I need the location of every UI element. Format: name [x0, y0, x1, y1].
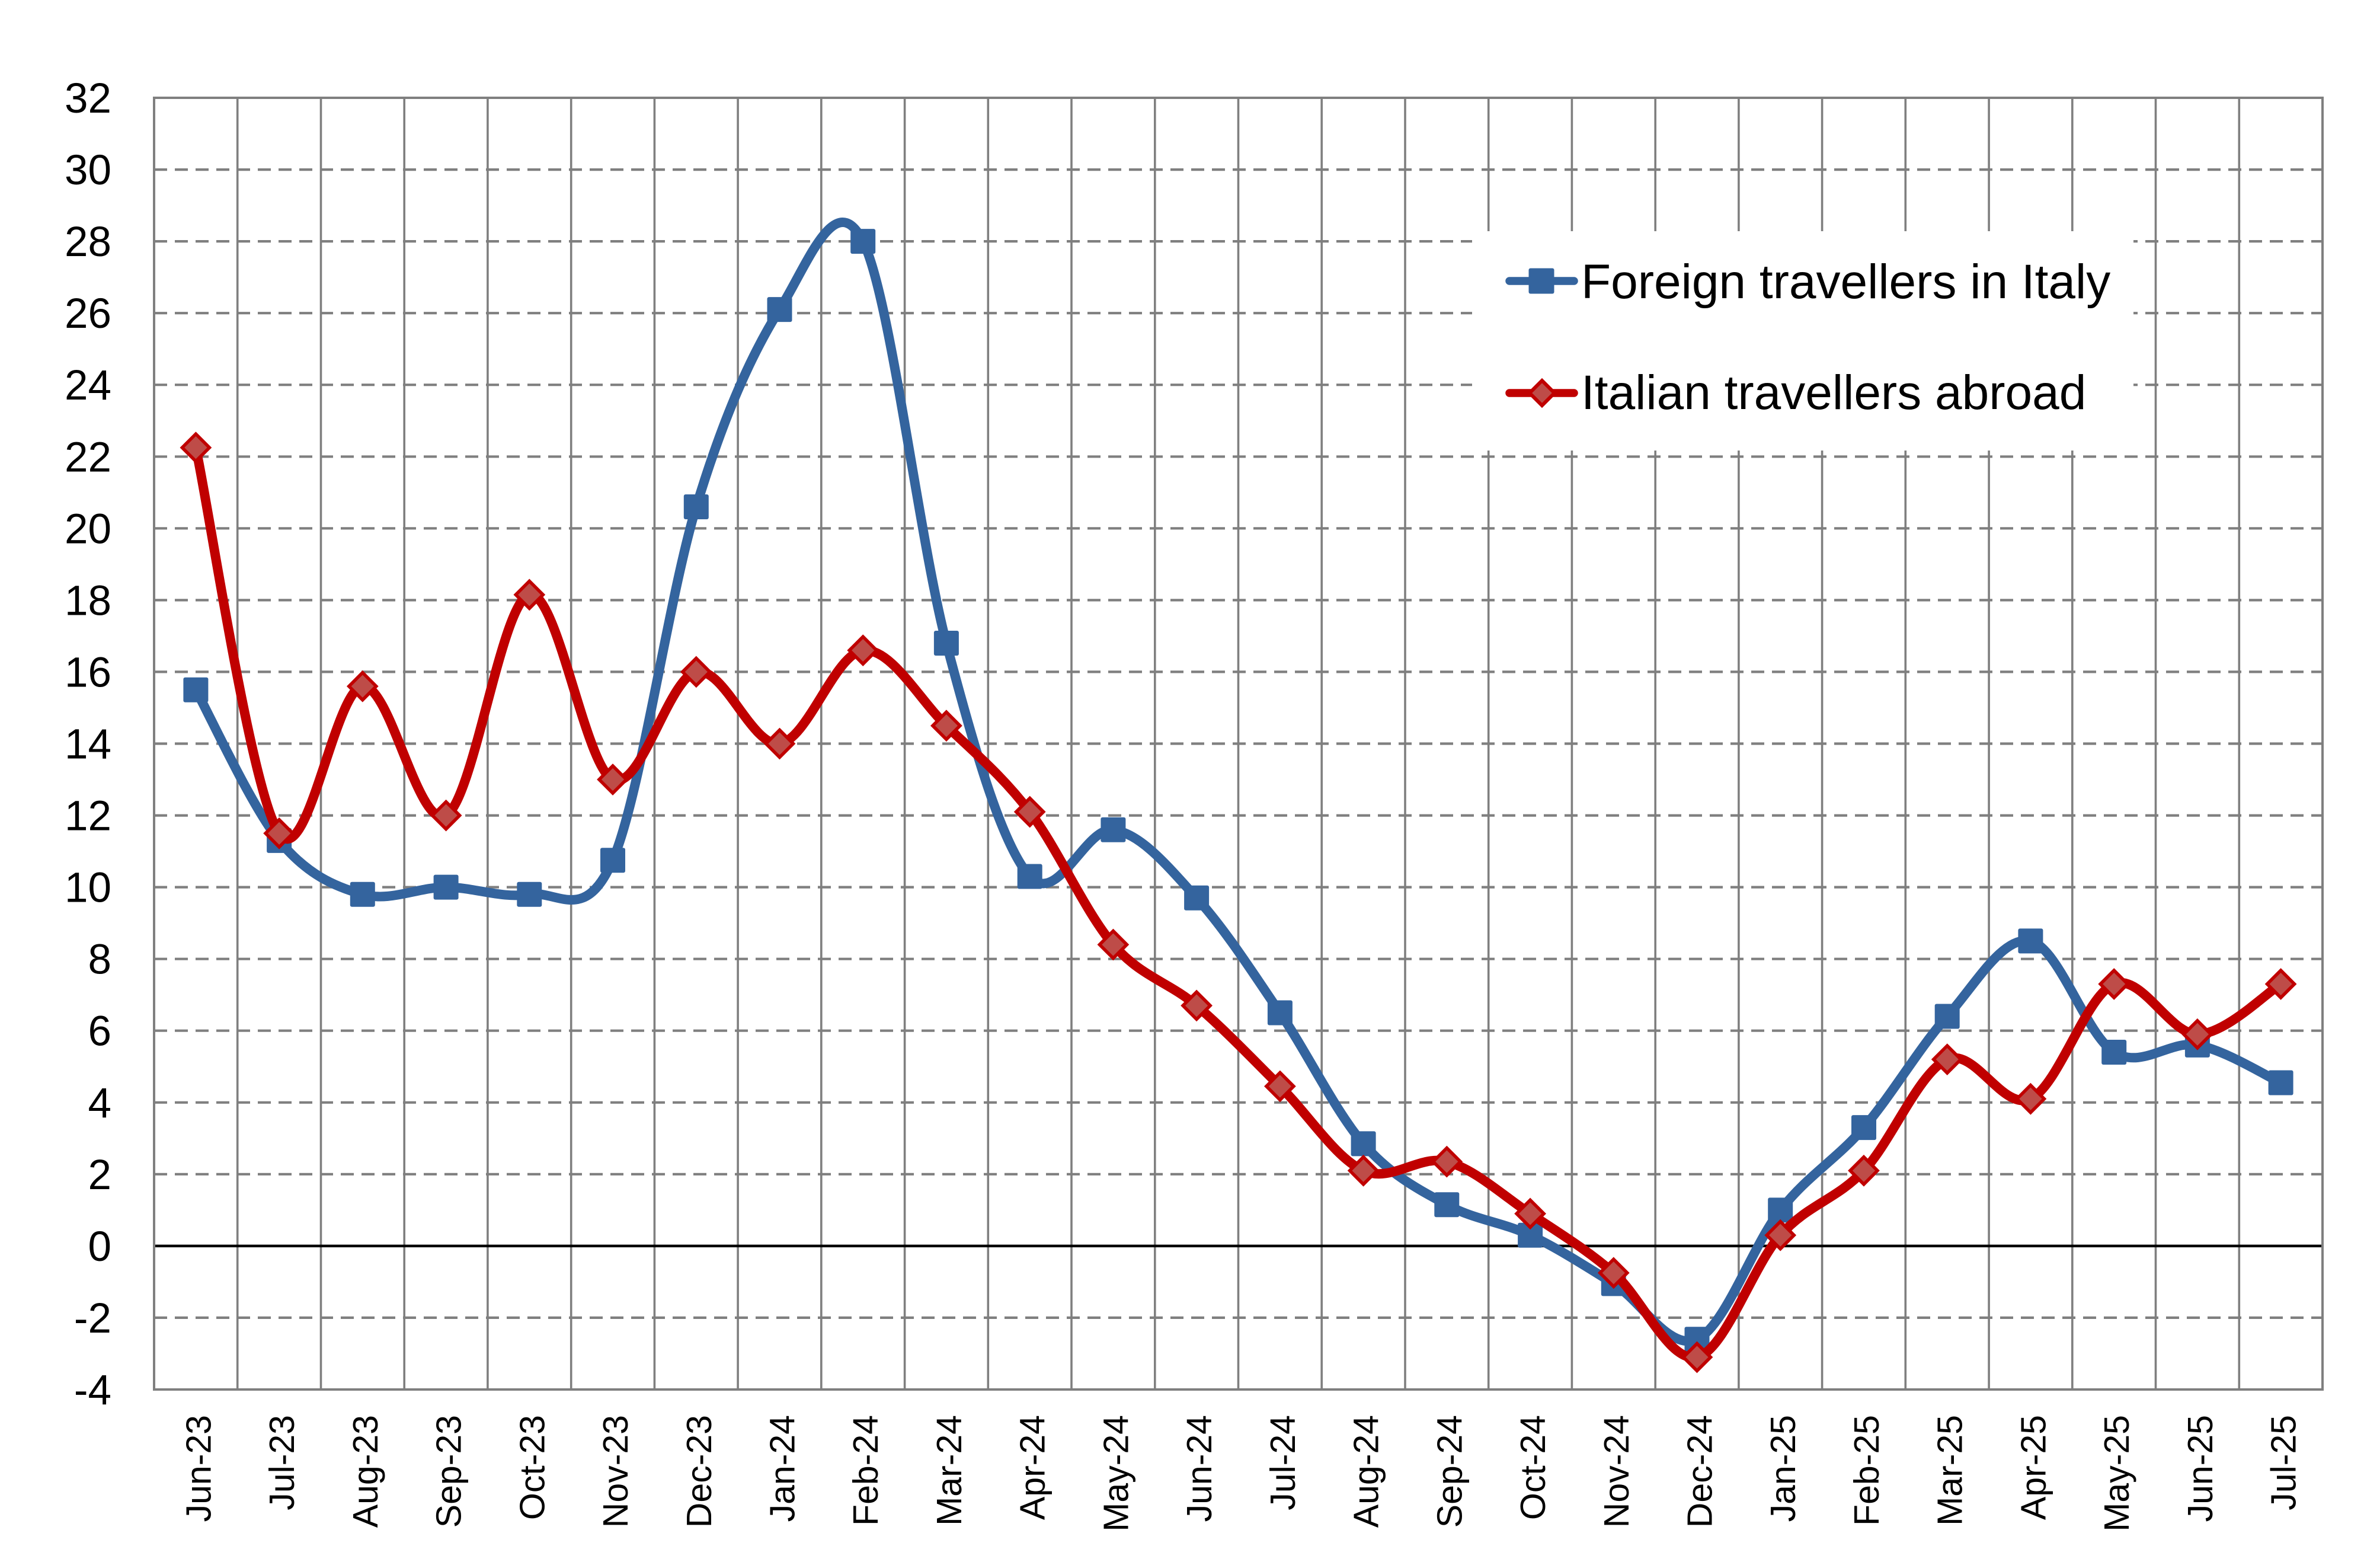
svg-text:Feb-25: Feb-25: [1847, 1415, 1886, 1526]
svg-text:26: 26: [65, 290, 111, 337]
svg-text:12: 12: [65, 793, 111, 840]
svg-text:14: 14: [65, 721, 111, 768]
svg-text:Oct-23: Oct-23: [513, 1415, 552, 1520]
svg-text:Jan-25: Jan-25: [1764, 1415, 1803, 1522]
svg-text:Jun-23: Jun-23: [179, 1415, 218, 1522]
svg-text:2: 2: [88, 1152, 112, 1199]
svg-text:Foreign travellers in Italy: Foreign travellers in Italy: [1581, 255, 2110, 309]
svg-text:Jul-23: Jul-23: [263, 1415, 302, 1510]
svg-text:16: 16: [65, 649, 111, 696]
svg-text:28: 28: [65, 219, 111, 266]
svg-text:18: 18: [65, 577, 111, 624]
svg-text:Nov-24: Nov-24: [1597, 1415, 1636, 1528]
svg-text:-4: -4: [74, 1367, 111, 1414]
svg-text:Aug-23: Aug-23: [346, 1415, 385, 1528]
svg-text:Sep-24: Sep-24: [1430, 1415, 1469, 1528]
svg-text:May-24: May-24: [1096, 1415, 1135, 1532]
svg-text:Apr-24: Apr-24: [1013, 1415, 1053, 1520]
svg-text:Jan-24: Jan-24: [763, 1415, 802, 1522]
svg-text:10: 10: [65, 865, 111, 912]
svg-text:Dec-24: Dec-24: [1681, 1415, 1720, 1528]
svg-text:Mar-25: Mar-25: [1931, 1415, 1970, 1526]
svg-text:May-25: May-25: [2097, 1415, 2136, 1532]
svg-text:Dec-23: Dec-23: [680, 1415, 719, 1528]
svg-text:Oct-24: Oct-24: [1514, 1415, 1553, 1520]
svg-text:Jul-25: Jul-25: [2264, 1415, 2304, 1510]
svg-text:22: 22: [65, 434, 111, 481]
svg-text:8: 8: [88, 937, 112, 983]
svg-text:-2: -2: [74, 1295, 111, 1342]
svg-text:6: 6: [88, 1008, 112, 1055]
svg-text:4: 4: [88, 1080, 112, 1127]
svg-text:Jul-24: Jul-24: [1263, 1415, 1303, 1510]
svg-text:0: 0: [88, 1224, 112, 1270]
svg-text:30: 30: [65, 147, 111, 194]
svg-text:Apr-25: Apr-25: [2014, 1415, 2053, 1520]
svg-text:Italian travellers abroad: Italian travellers abroad: [1581, 366, 2086, 420]
svg-text:32: 32: [65, 75, 111, 122]
svg-text:Feb-24: Feb-24: [846, 1415, 885, 1526]
svg-text:Sep-23: Sep-23: [430, 1415, 469, 1528]
svg-text:Aug-24: Aug-24: [1347, 1415, 1386, 1528]
svg-text:Mar-24: Mar-24: [930, 1415, 969, 1526]
svg-text:20: 20: [65, 506, 111, 552]
svg-text:Nov-23: Nov-23: [596, 1415, 635, 1528]
svg-text:Jun-25: Jun-25: [2181, 1415, 2220, 1522]
svg-text:24: 24: [65, 362, 111, 409]
svg-text:Jun-24: Jun-24: [1180, 1415, 1219, 1522]
